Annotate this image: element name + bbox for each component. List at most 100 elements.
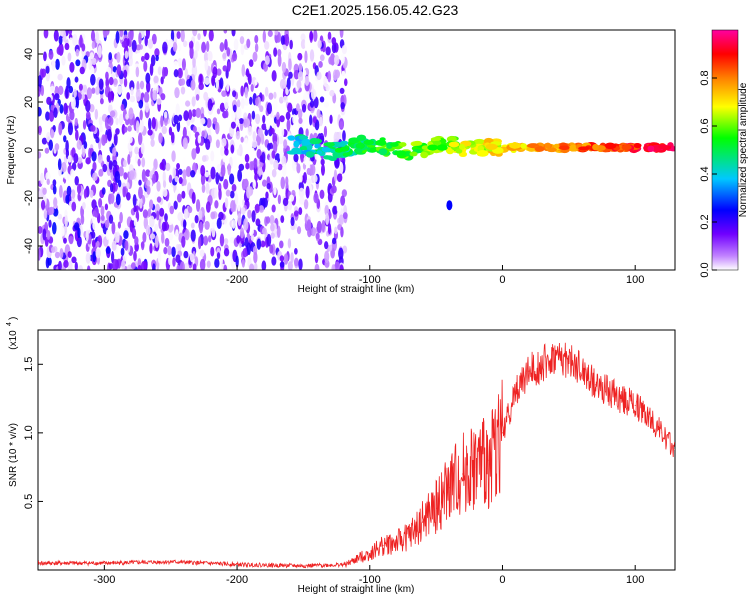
heatmap-cell	[91, 231, 96, 239]
heatmap-cell	[191, 191, 196, 204]
heatmap-cell	[120, 247, 125, 256]
heatmap-cell	[250, 147, 256, 160]
heatmap-cell	[340, 53, 345, 64]
heatmap-cell	[71, 162, 77, 171]
heatmap-cell	[279, 240, 284, 249]
heatmap-cell	[240, 136, 244, 143]
heatmap-cell	[216, 164, 222, 174]
heatmap-cell	[69, 110, 75, 121]
heatmap-cell	[176, 163, 180, 170]
heatmap-cell	[277, 194, 282, 205]
svg-text:(x10: (x10	[8, 330, 19, 350]
heatmap-cell	[310, 88, 317, 100]
heatmap-cell	[112, 146, 117, 157]
signal-band-cell	[355, 148, 363, 153]
snr-point	[541, 363, 543, 365]
heatmap-cell	[115, 128, 120, 135]
heatmap-cell	[336, 202, 342, 214]
signal-band-cell	[399, 142, 407, 148]
heatmap-cell	[38, 126, 42, 134]
snr-point	[236, 564, 238, 566]
heatmap-cell	[299, 173, 303, 183]
heatmap-cell	[257, 127, 263, 137]
heatmap-cell	[92, 161, 97, 172]
heatmap-cell	[223, 30, 228, 34]
heatmap-cell	[122, 253, 128, 262]
heatmap-cell	[248, 59, 254, 68]
heatmap-cell	[264, 55, 270, 66]
signal-band-cell	[309, 138, 319, 145]
heatmap-cell	[281, 61, 287, 73]
heatmap-cell	[119, 30, 124, 38]
heatmap-cell	[331, 185, 337, 194]
x-tick-label: 100	[626, 574, 644, 586]
heatmap-cell	[134, 146, 140, 155]
heatmap-cell	[140, 261, 147, 270]
heatmap-cell	[102, 163, 108, 173]
heatmap-cell	[108, 214, 114, 224]
signal-band-cell	[592, 143, 599, 151]
heatmap-cell	[106, 128, 112, 141]
heatmap-cell	[203, 91, 209, 101]
heatmap-cell	[287, 238, 292, 249]
heatmap-cell	[170, 131, 175, 144]
heatmap-cell	[50, 129, 55, 139]
heatmap-cell	[247, 125, 253, 136]
heatmap-cell	[303, 155, 310, 166]
heatmap-cell	[223, 178, 229, 190]
snr-point	[674, 448, 675, 450]
heatmap-cell	[51, 246, 56, 253]
heatmap-cell	[309, 49, 315, 62]
heatmap-cell	[316, 220, 322, 234]
heatmap-cell	[251, 110, 256, 120]
heatmap-cell	[181, 190, 186, 199]
heatmap-cell	[271, 70, 277, 82]
heatmap-cell	[189, 49, 194, 58]
heatmap-cell	[183, 208, 189, 220]
heatmap-cell	[77, 157, 83, 164]
heatmap-cell	[343, 261, 348, 270]
heatmap-cell	[198, 82, 204, 91]
heatmap-cell	[161, 232, 165, 244]
heatmap-cell	[126, 192, 131, 201]
heatmap-cell	[67, 122, 74, 136]
heatmap-cell	[147, 38, 154, 49]
heatmap-cell	[298, 207, 303, 215]
heatmap-cell	[191, 64, 198, 78]
heatmap-cell	[66, 185, 72, 197]
heatmap-cell	[336, 173, 343, 183]
heatmap-cell	[237, 201, 241, 212]
heatmap-cell	[95, 86, 100, 95]
heatmap-cell	[258, 205, 265, 213]
y-tick-label: -20	[23, 190, 35, 206]
heatmap-cell	[192, 125, 197, 133]
heatmap-cell	[123, 172, 128, 180]
heatmap-cell	[160, 93, 166, 101]
x-tick-label: 100	[626, 274, 644, 286]
signal-band-cell	[446, 135, 457, 143]
heatmap-cell	[92, 219, 98, 231]
heatmap-cell	[206, 118, 212, 128]
heatmap-cell	[139, 197, 143, 209]
heatmap-cell	[298, 187, 305, 198]
heatmap-cell	[149, 243, 153, 254]
heatmap-cell	[268, 92, 274, 100]
x-tick-label: -200	[226, 274, 248, 286]
colorbar: 0.0 0.2 0.4 0.6 0.8 Normalized spectral ampl…	[699, 29, 749, 278]
heatmap-cell	[118, 166, 124, 177]
heatmap-cell	[135, 120, 140, 134]
heatmap-cell	[104, 203, 109, 211]
signal-band-cell	[314, 143, 321, 149]
heatmap-cell	[207, 98, 213, 111]
heatmap-cell	[108, 52, 113, 61]
snr-point	[634, 404, 636, 406]
x-tick-label: -200	[226, 574, 248, 586]
heatmap-cell	[178, 114, 183, 122]
heatmap-cell	[181, 235, 186, 248]
heatmap-cell	[140, 55, 145, 62]
heatmap-cell	[133, 250, 137, 262]
heatmap-cell	[81, 93, 86, 100]
heatmap-cell	[266, 176, 271, 186]
heatmap-cell	[195, 145, 201, 154]
heatmap-cell	[160, 115, 164, 128]
